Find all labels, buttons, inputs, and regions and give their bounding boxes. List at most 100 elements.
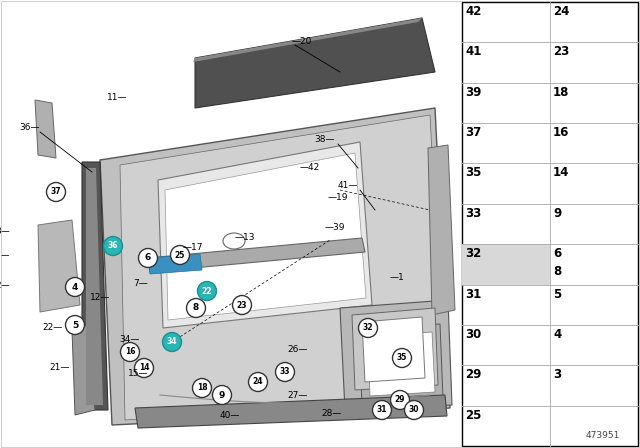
- Text: 3: 3: [553, 368, 561, 381]
- Circle shape: [186, 298, 205, 318]
- Polygon shape: [368, 332, 435, 396]
- Text: 14: 14: [139, 363, 149, 372]
- Text: 5: 5: [72, 320, 78, 329]
- Circle shape: [193, 379, 211, 397]
- Text: 31: 31: [377, 405, 387, 414]
- Text: 10—: 10—: [0, 250, 10, 259]
- Text: —42: —42: [300, 164, 320, 172]
- Circle shape: [390, 391, 410, 409]
- Text: 38—: 38—: [314, 135, 335, 145]
- Polygon shape: [72, 325, 95, 415]
- Circle shape: [275, 362, 294, 382]
- Text: 28—: 28—: [322, 409, 342, 418]
- Circle shape: [170, 246, 189, 264]
- Text: 18: 18: [196, 383, 207, 392]
- Circle shape: [372, 401, 392, 419]
- Polygon shape: [428, 145, 455, 315]
- Circle shape: [163, 332, 182, 352]
- Circle shape: [212, 385, 232, 405]
- Text: 24: 24: [553, 5, 570, 18]
- Text: —19: —19: [328, 194, 349, 202]
- Text: 473951: 473951: [586, 431, 620, 440]
- Text: 34—: 34—: [120, 336, 140, 345]
- Circle shape: [134, 358, 154, 378]
- Text: 12—: 12—: [90, 293, 110, 302]
- Text: 26—: 26—: [287, 345, 308, 354]
- Polygon shape: [86, 168, 103, 405]
- Polygon shape: [195, 18, 435, 108]
- Circle shape: [47, 182, 65, 202]
- Circle shape: [404, 401, 424, 419]
- Circle shape: [65, 277, 84, 297]
- Text: 29: 29: [465, 368, 481, 381]
- Polygon shape: [340, 300, 452, 410]
- Text: 35: 35: [397, 353, 407, 362]
- Polygon shape: [82, 162, 108, 410]
- Circle shape: [138, 249, 157, 267]
- Text: 24: 24: [253, 378, 263, 387]
- Circle shape: [248, 372, 268, 392]
- Text: 27—: 27—: [287, 391, 308, 400]
- Polygon shape: [165, 153, 366, 320]
- Text: 41: 41: [465, 45, 481, 58]
- Text: 25: 25: [175, 250, 185, 259]
- Text: 32: 32: [465, 247, 481, 260]
- Text: 31: 31: [465, 288, 481, 301]
- Text: 15—: 15—: [127, 369, 148, 378]
- Text: 16: 16: [553, 126, 570, 139]
- Text: 41—: 41—: [338, 181, 358, 190]
- Text: —17: —17: [183, 242, 204, 251]
- Polygon shape: [135, 395, 447, 428]
- Polygon shape: [358, 324, 443, 403]
- Polygon shape: [158, 142, 372, 328]
- Text: 33: 33: [465, 207, 481, 220]
- Circle shape: [232, 296, 252, 314]
- Polygon shape: [148, 254, 202, 274]
- Polygon shape: [35, 100, 56, 158]
- Circle shape: [120, 343, 140, 362]
- Text: 3—: 3—: [0, 228, 10, 237]
- Polygon shape: [38, 220, 80, 312]
- Text: 30: 30: [409, 405, 419, 414]
- Text: 33: 33: [280, 367, 291, 376]
- Text: 23: 23: [237, 301, 247, 310]
- Text: 5: 5: [553, 288, 561, 301]
- Text: 11—: 11—: [106, 92, 127, 102]
- Text: 39: 39: [465, 86, 481, 99]
- Text: 9: 9: [553, 207, 561, 220]
- Text: 2—: 2—: [0, 280, 10, 289]
- Text: 21—: 21—: [50, 363, 70, 372]
- Text: 16: 16: [125, 348, 135, 357]
- Text: 7—: 7—: [133, 280, 148, 289]
- Ellipse shape: [223, 233, 245, 249]
- Circle shape: [358, 319, 378, 337]
- Text: 23: 23: [553, 45, 569, 58]
- Circle shape: [198, 281, 216, 301]
- Polygon shape: [193, 18, 422, 62]
- Text: 6: 6: [145, 254, 151, 263]
- Text: —39: —39: [325, 224, 346, 233]
- Polygon shape: [148, 238, 365, 272]
- Text: 29: 29: [395, 396, 405, 405]
- Text: 4: 4: [72, 283, 78, 292]
- Circle shape: [65, 315, 84, 335]
- Circle shape: [104, 237, 122, 255]
- Text: 6: 6: [553, 247, 561, 260]
- Polygon shape: [352, 308, 438, 390]
- Text: 9: 9: [219, 391, 225, 400]
- Text: 4: 4: [553, 328, 561, 341]
- Text: 8: 8: [193, 303, 199, 313]
- Text: 42: 42: [465, 5, 481, 18]
- Text: 37: 37: [51, 188, 61, 197]
- Text: 35: 35: [465, 167, 481, 180]
- Polygon shape: [120, 115, 445, 420]
- Circle shape: [392, 349, 412, 367]
- Text: 8: 8: [553, 265, 561, 278]
- Text: 14: 14: [553, 167, 570, 180]
- Text: 30: 30: [465, 328, 481, 341]
- Text: 40—: 40—: [220, 412, 240, 421]
- Polygon shape: [362, 317, 425, 382]
- Text: 22—: 22—: [43, 323, 63, 332]
- Text: 18: 18: [553, 86, 570, 99]
- Text: —20: —20: [292, 38, 312, 47]
